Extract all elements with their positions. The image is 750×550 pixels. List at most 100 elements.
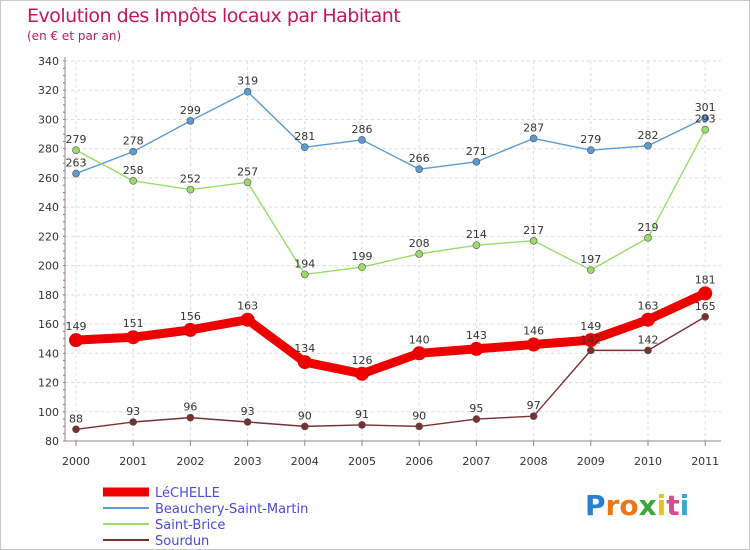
x-tick-label: 2002 [176, 455, 204, 468]
data-point [415, 250, 424, 258]
data-label: 199 [352, 250, 373, 263]
data-point [183, 322, 198, 337]
data-label: 281 [294, 130, 315, 143]
data-label: 146 [523, 325, 544, 338]
data-label: 126 [352, 354, 373, 367]
series-line [75, 316, 706, 431]
data-label: 134 [294, 342, 315, 355]
y-tick-label: 180 [38, 289, 59, 302]
data-label: 143 [466, 329, 487, 342]
data-point [355, 366, 369, 381]
data-point [529, 236, 538, 245]
series-lines [69, 87, 713, 434]
data-label: 95 [469, 402, 483, 415]
data-label: 266 [409, 152, 430, 165]
y-tick-label: 160 [38, 318, 59, 331]
data-point [129, 418, 137, 426]
data-point [529, 134, 538, 143]
data-label: 197 [580, 253, 601, 266]
data-label: 286 [352, 123, 373, 136]
y-tick-label: 280 [38, 143, 59, 156]
data-point [641, 312, 655, 327]
data-point [243, 87, 252, 96]
x-tick-label: 2009 [577, 455, 605, 468]
data-label: 96 [183, 401, 197, 414]
y-tick-label: 120 [38, 377, 59, 390]
data-label: 208 [409, 237, 430, 250]
data-label: 219 [638, 221, 659, 234]
data-point [297, 355, 312, 370]
series-line [71, 288, 710, 379]
data-label: 151 [123, 317, 144, 330]
x-tick-label: 2007 [462, 455, 490, 468]
data-point [186, 117, 195, 125]
data-label: 287 [523, 121, 544, 134]
data-label: 97 [527, 399, 541, 412]
data-point [240, 312, 255, 327]
data-point [586, 146, 595, 154]
legend: LéCHELLEBeauchery-Saint-MartinSaint-Bric… [103, 486, 308, 549]
data-point [243, 418, 252, 426]
data-point [186, 413, 195, 422]
data-label: 140 [409, 333, 430, 346]
y-tick-label: 100 [38, 406, 59, 419]
data-label: 299 [180, 104, 201, 117]
data-point [300, 270, 309, 279]
data-label: 258 [123, 164, 144, 177]
data-label: 93 [126, 405, 140, 418]
data-label: 93 [241, 405, 255, 418]
legend-label: Beauchery-Saint-Martin [155, 502, 308, 517]
x-tick-label: 2000 [62, 455, 90, 468]
data-point [243, 178, 252, 187]
data-label: 282 [638, 129, 659, 142]
legend-label: LéCHELLE [155, 486, 220, 501]
data-point [412, 346, 427, 361]
data-label: 156 [180, 310, 201, 323]
data-point [300, 422, 309, 431]
data-point [358, 136, 366, 144]
data-point [126, 330, 141, 345]
x-tick-label: 2006 [405, 455, 433, 468]
data-label: 88 [69, 412, 83, 425]
legend-label: Sourdun [155, 534, 209, 549]
axes: 80 100 120 140 160 180 200 220 240 260 280 300 320 34… [38, 55, 721, 468]
data-point [701, 312, 710, 321]
logo-letter: r [605, 489, 620, 522]
logo-letter: i [656, 489, 667, 522]
data-label: 217 [523, 224, 544, 237]
data-point [72, 169, 80, 178]
data-point [472, 158, 481, 166]
data-point [586, 346, 595, 355]
data-point [644, 234, 652, 242]
data-point [129, 177, 137, 185]
data-label: 279 [580, 133, 601, 146]
chart-title: Evolution des Impôts locaux par Habitant [27, 5, 401, 27]
data-point [586, 266, 595, 274]
data-label: 142 [580, 333, 601, 346]
data-label: 319 [237, 75, 258, 88]
x-tick-label: 2005 [348, 455, 376, 468]
data-label: 149 [66, 320, 87, 333]
data-label: 163 [237, 300, 258, 313]
y-tick-label: 220 [38, 230, 59, 243]
x-tick-label: 2010 [634, 455, 662, 468]
data-point [358, 263, 366, 271]
logo-letter: o [619, 489, 639, 522]
data-point [526, 337, 541, 352]
data-label: 163 [638, 300, 659, 313]
y-tick-label: 140 [38, 347, 59, 360]
data-label: 165 [695, 300, 716, 313]
data-point [583, 333, 598, 348]
series-line [75, 128, 706, 276]
data-point [644, 141, 652, 150]
data-point [300, 143, 309, 152]
data-label: 142 [638, 333, 659, 346]
data-label: 271 [466, 145, 487, 158]
data-point [415, 165, 424, 173]
y-tick-label: 80 [45, 435, 59, 448]
series-line [75, 90, 706, 175]
data-point [698, 286, 713, 301]
data-point [129, 147, 137, 156]
x-tick-label: 2003 [234, 455, 262, 468]
logo-letter: P [585, 489, 606, 522]
